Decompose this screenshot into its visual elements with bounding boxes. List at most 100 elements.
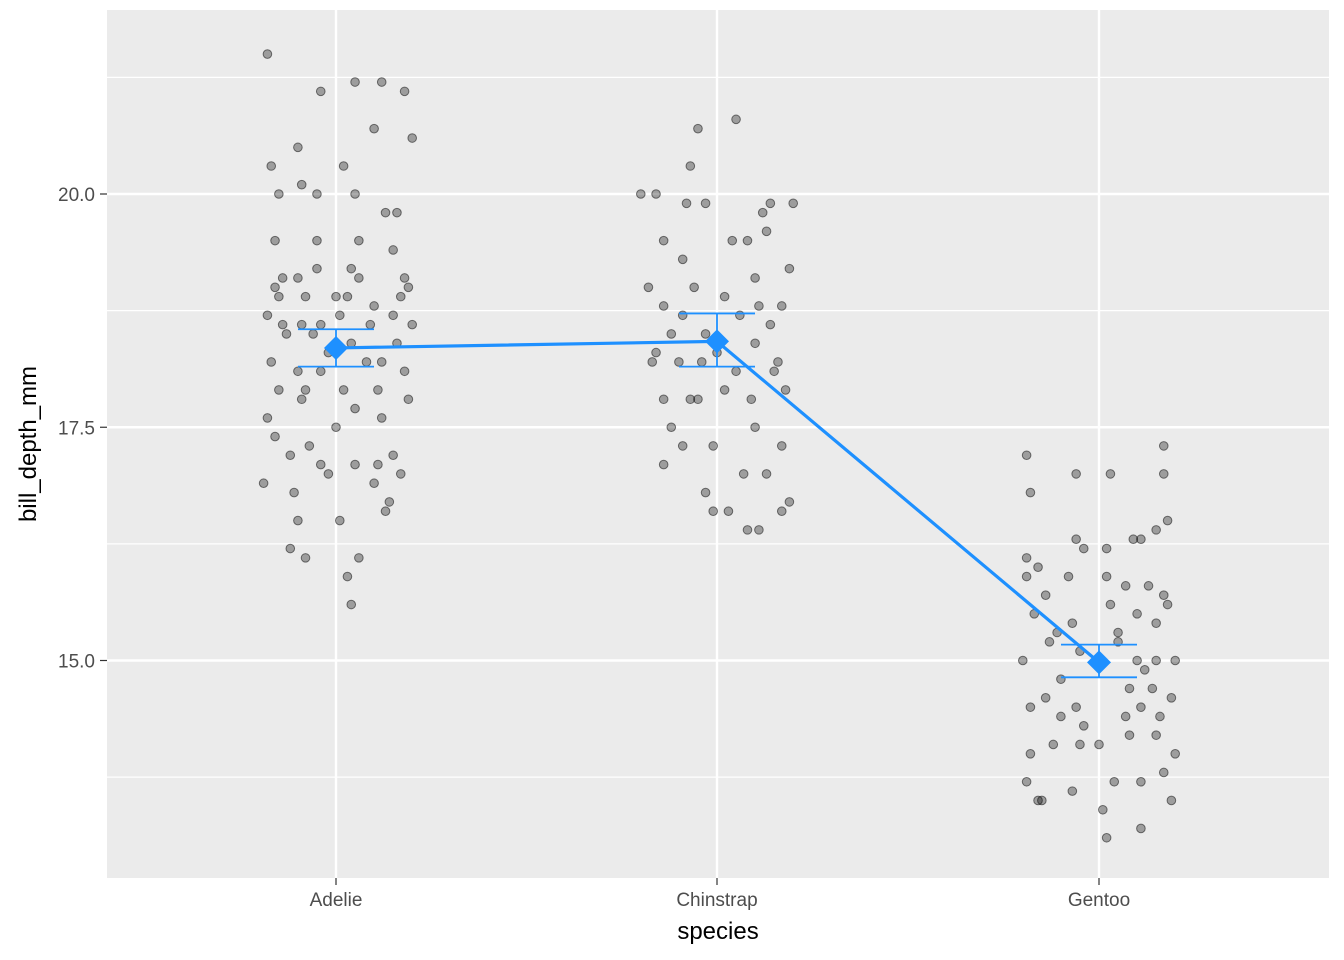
data-point xyxy=(761,469,772,479)
data-point xyxy=(757,207,768,218)
data-point xyxy=(300,553,311,563)
data-point xyxy=(658,459,669,470)
data-point xyxy=(308,329,318,339)
data-point xyxy=(384,497,395,507)
data-point xyxy=(350,459,360,470)
data-point xyxy=(373,385,383,395)
mean-marker xyxy=(1087,650,1111,675)
data-point xyxy=(1139,665,1150,675)
data-point xyxy=(388,310,398,321)
data-point xyxy=(727,235,738,246)
data-point xyxy=(719,291,730,302)
data-point xyxy=(1109,776,1120,787)
data-point xyxy=(674,357,684,367)
data-point xyxy=(1158,767,1169,778)
data-point xyxy=(658,394,669,405)
data-point xyxy=(723,506,734,517)
data-point xyxy=(293,142,303,153)
data-point xyxy=(1044,637,1055,647)
data-point xyxy=(1018,655,1028,666)
data-point xyxy=(350,189,360,199)
data-point xyxy=(300,385,311,395)
data-point xyxy=(296,179,307,190)
data-point xyxy=(750,338,760,349)
data-point xyxy=(1071,702,1081,712)
data-point xyxy=(1075,739,1085,750)
data-point xyxy=(700,487,711,498)
data-point xyxy=(1162,599,1173,610)
data-point xyxy=(1158,441,1169,451)
data-point xyxy=(315,366,326,377)
data-point xyxy=(1048,739,1059,750)
data-point xyxy=(380,207,391,218)
data-point xyxy=(354,235,364,246)
data-point xyxy=(1040,693,1051,703)
data-point xyxy=(1113,627,1123,638)
data-point xyxy=(1067,618,1078,628)
data-point xyxy=(1105,469,1116,479)
data-point xyxy=(677,441,688,451)
data-point xyxy=(258,478,269,489)
data-point xyxy=(1143,581,1154,591)
data-point xyxy=(1170,749,1180,759)
data-point xyxy=(354,553,364,563)
data-point xyxy=(1021,571,1032,582)
data-point xyxy=(1124,683,1135,694)
data-point xyxy=(1158,590,1169,600)
data-point xyxy=(1101,543,1112,554)
data-point xyxy=(315,86,326,97)
data-point xyxy=(395,291,406,302)
data-point xyxy=(365,319,376,330)
data-point xyxy=(274,189,284,199)
data-point xyxy=(746,394,757,405)
data-point xyxy=(1033,795,1043,806)
data-point xyxy=(754,525,764,535)
data-point xyxy=(1101,832,1112,843)
data-point xyxy=(312,235,322,246)
data-point xyxy=(380,506,391,517)
data-point xyxy=(293,273,303,283)
data-point xyxy=(738,469,749,479)
data-point xyxy=(346,599,357,610)
data-point xyxy=(784,263,795,274)
data-point xyxy=(388,245,398,255)
data-point xyxy=(1132,609,1142,619)
data-point xyxy=(342,571,353,582)
data-point xyxy=(1033,562,1043,573)
data-point xyxy=(1162,515,1173,526)
data-point xyxy=(300,291,311,302)
data-point xyxy=(658,301,669,311)
data-point xyxy=(776,441,787,451)
data-point xyxy=(773,357,783,367)
data-point xyxy=(369,301,379,311)
data-point xyxy=(750,273,760,283)
data-point xyxy=(769,366,779,377)
data-point xyxy=(407,319,418,330)
data-point xyxy=(338,385,349,395)
data-point xyxy=(765,319,776,330)
data-point xyxy=(403,394,414,405)
data-point xyxy=(776,506,787,517)
data-point xyxy=(1078,721,1089,731)
data-point xyxy=(1021,450,1032,461)
data-point xyxy=(666,329,677,339)
data-point xyxy=(350,77,360,87)
data-point xyxy=(323,469,334,479)
data-point xyxy=(407,133,418,143)
data-point xyxy=(731,366,741,377)
data-point xyxy=(399,366,410,377)
x-tick-label: Gentoo xyxy=(1068,890,1130,911)
data-point xyxy=(651,347,661,358)
data-point xyxy=(780,385,791,395)
data-point xyxy=(677,310,688,321)
data-point xyxy=(1166,795,1177,806)
data-point xyxy=(1151,618,1161,628)
y-tick-label: 17.5 xyxy=(58,418,95,439)
data-point xyxy=(266,357,277,367)
data-point xyxy=(700,198,711,209)
data-point xyxy=(1063,571,1074,582)
data-point xyxy=(1147,683,1158,694)
data-point xyxy=(735,310,745,321)
data-point xyxy=(338,161,349,171)
